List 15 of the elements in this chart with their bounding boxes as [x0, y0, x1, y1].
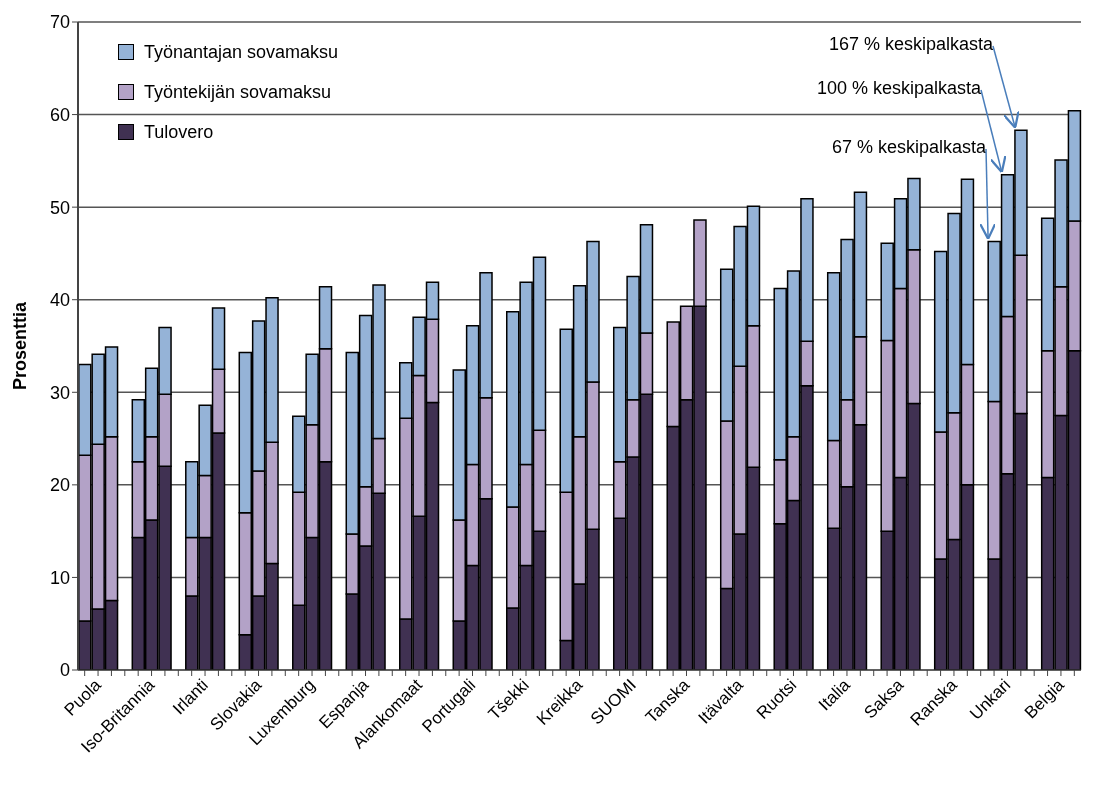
y-tick-label: 40	[49, 290, 70, 311]
annotation: 67 % keskipalkasta	[831, 137, 987, 157]
legend-label: Työntekijän sovamaksu	[144, 81, 332, 104]
y-tick-label: 60	[49, 104, 70, 125]
legend-label: Työnantajan sovamaksu	[144, 41, 339, 64]
y-tick-label: 50	[49, 197, 70, 218]
y-axis-title: Prosenttia	[10, 301, 31, 391]
y-tick-label: 10	[49, 567, 70, 588]
y-tick-label: 0	[59, 660, 70, 681]
annotation: 167 % keskipalkasta	[828, 34, 994, 54]
annotation: 100 % keskipalkasta	[816, 78, 982, 98]
legend-label: Tulovero	[144, 121, 214, 144]
y-tick-label: 20	[49, 475, 70, 496]
y-tick-label: 30	[49, 382, 70, 403]
y-tick-label: 70	[49, 12, 70, 33]
